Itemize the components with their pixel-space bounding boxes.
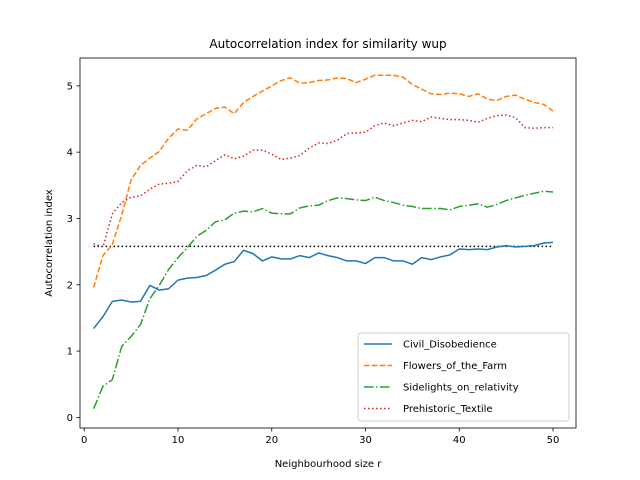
- series-layer: [92, 74, 554, 410]
- y-axis-label: Autocorrelation index: [44, 189, 55, 296]
- x-tick-label: 30: [359, 435, 372, 446]
- series-line-prehistoric-textile: [93, 114, 554, 248]
- x-axis-label: Neighbourhood size r: [275, 459, 383, 470]
- legend-label-prehistoric-textile: Prehistoric_Textile: [403, 404, 493, 415]
- plot-frame: [79, 57, 577, 429]
- legend-label-flowers-of-the-farm: Flowers_of_the_Farm: [403, 361, 507, 372]
- series-line-civil-disobedience: [93, 241, 554, 330]
- series-line-sidelights-on-relativity: [92, 190, 554, 410]
- x-tick-label: 0: [81, 435, 87, 446]
- y-tick-label: 5: [67, 81, 73, 92]
- x-tick-label: 20: [265, 435, 278, 446]
- y-tick-label: 4: [67, 148, 73, 159]
- series-line-flowers-of-the-farm: [92, 74, 554, 288]
- y-axis: 0 1 2 3 4 5: [67, 81, 80, 424]
- y-tick-label: 2: [67, 280, 73, 291]
- y-tick-label: 3: [67, 214, 73, 225]
- y-tick-label: 1: [67, 347, 73, 358]
- legend: Civil_Disobedience Flowers_of_the_Farm Sid…: [357, 332, 570, 422]
- legend-label-civil-disobedience: Civil_Disobedience: [403, 340, 497, 351]
- x-tick-label: 50: [547, 435, 560, 446]
- chart-title: Autocorrelation index for similarity wup: [209, 37, 446, 51]
- x-tick-label: 10: [172, 435, 185, 446]
- y-tick-label: 0: [67, 413, 73, 424]
- x-axis: 0 10 20 30 40 50: [81, 428, 559, 446]
- x-tick-label: 40: [453, 435, 466, 446]
- legend-frame: [357, 332, 570, 422]
- legend-label-sidelights-on-relativity: Sidelights_on_relativity: [403, 383, 519, 394]
